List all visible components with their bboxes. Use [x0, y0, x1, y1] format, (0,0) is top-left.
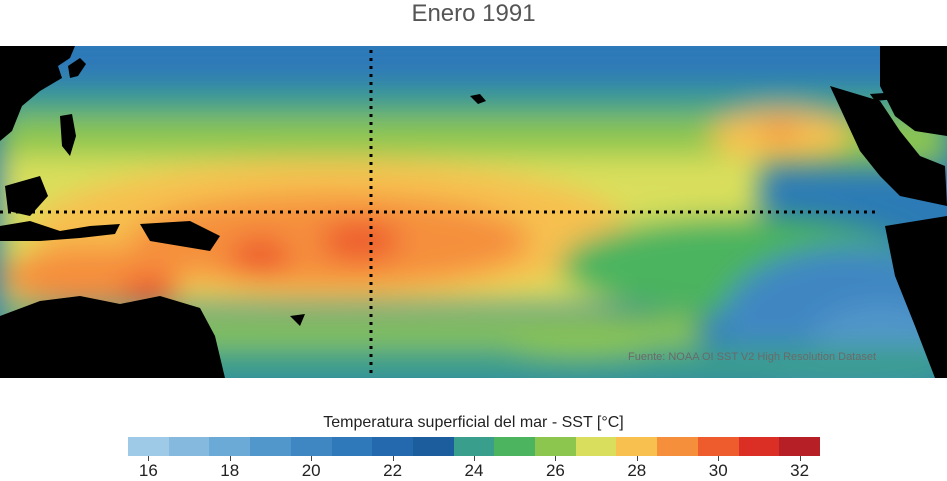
colorbar-cell [575, 437, 617, 456]
borneo [5, 176, 48, 216]
colorbar-label: Temperatura superficial del mar - SST [°… [323, 414, 624, 431]
central-america [830, 86, 947, 206]
colorbar-tick-label: 26 [545, 461, 565, 480]
south-america [885, 216, 947, 378]
colorbar-cell [779, 437, 820, 456]
new-guinea [140, 221, 220, 251]
japan [68, 58, 86, 78]
colorbar-tick-label: 32 [790, 461, 810, 480]
colorbar-tick-mark [555, 456, 557, 461]
philippines [60, 114, 76, 156]
colorbar-cell [697, 437, 739, 456]
colorbar-cell [331, 437, 373, 456]
colorbar-tick-mark [148, 456, 150, 461]
colorbar-cell [209, 437, 251, 456]
colorbar-tick-mark [229, 456, 231, 461]
colorbar-tick-label: 20 [301, 461, 321, 480]
colorbar-tick-mark [311, 456, 313, 461]
asia-coast [0, 46, 75, 141]
sst-map [0, 46, 947, 378]
colorbar-tick-mark [799, 456, 801, 461]
colorbar-cell [290, 437, 332, 456]
colorbar-cell [412, 437, 454, 456]
indonesia [0, 221, 120, 241]
colorbar-tick-label: 16 [138, 461, 158, 480]
sst-field [0, 46, 947, 378]
colorbar-ticks: 16 18 20 22 24 26 28 30 32 [0, 456, 947, 480]
colorbar [128, 437, 820, 456]
hawaii [470, 94, 486, 104]
colorbar-cell [535, 437, 576, 456]
colorbar-tick-mark [392, 456, 394, 461]
map-title: Enero 1991 [411, 0, 536, 27]
north-america [880, 46, 947, 136]
colorbar-cell [168, 437, 210, 456]
australia [0, 296, 225, 378]
source-note: Fuente: NOAA OI SST V2 High Resolution D… [628, 351, 877, 363]
colorbar-tick-label: 30 [708, 461, 728, 480]
colorbar-cell [494, 437, 536, 456]
colorbar-tick-mark [718, 456, 720, 461]
colorbar-cell [250, 437, 291, 456]
caribbean [870, 92, 905, 101]
colorbar-tick-mark [636, 456, 638, 461]
colorbar-cell [616, 437, 658, 456]
colorbar-tick-label: 28 [627, 461, 647, 480]
land-masses [0, 46, 947, 378]
colorbar-cell [657, 437, 698, 456]
colorbar-tick-label: 18 [220, 461, 240, 480]
nz-small-islands [290, 314, 305, 326]
colorbar-cell [372, 437, 413, 456]
colorbar-tick-label: 24 [464, 461, 484, 480]
colorbar-cell [128, 437, 169, 456]
colorbar-tick-label: 22 [383, 461, 403, 480]
colorbar-tick-mark [474, 456, 475, 461]
colorbar-cell [738, 437, 780, 456]
colorbar-cell [453, 437, 495, 456]
